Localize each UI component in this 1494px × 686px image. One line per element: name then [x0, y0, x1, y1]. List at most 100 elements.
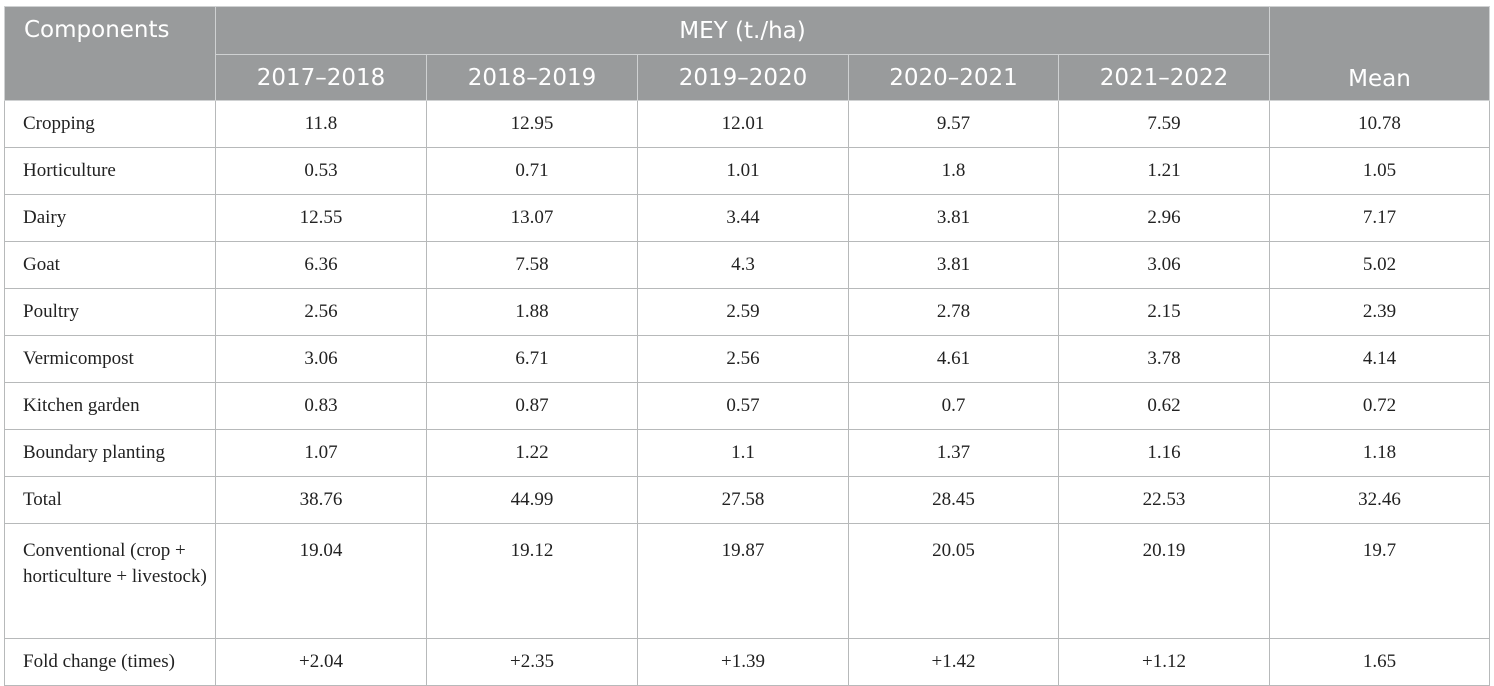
value-cell: 1.88	[426, 288, 638, 336]
value-cell: 28.45	[848, 476, 1059, 524]
row-label: Vermicompost	[4, 335, 216, 383]
value-cell: 13.07	[426, 194, 638, 242]
row-label: Poultry	[4, 288, 216, 336]
table-row: Total 38.76 44.99 27.58 28.45 22.53 32.46	[4, 476, 1491, 524]
mean-cell: 10.78	[1269, 100, 1491, 148]
year-header: 2021–2022	[1057, 54, 1271, 101]
value-cell: 12.95	[426, 100, 638, 148]
value-cell: 22.53	[1057, 476, 1271, 524]
value-cell: 2.15	[1057, 288, 1271, 336]
value-cell: 4.61	[848, 335, 1059, 383]
value-cell: 11.8	[215, 100, 427, 148]
value-cell: 0.62	[1057, 382, 1271, 430]
value-cell: 38.76	[215, 476, 427, 524]
value-cell: 0.71	[426, 147, 638, 195]
value-cell: +1.39	[637, 638, 849, 686]
mey-group-header: MEY (t./ha)	[214, 6, 1271, 55]
table-row: Dairy 12.55 13.07 3.44 3.81 2.96 7.17	[4, 194, 1491, 242]
value-cell: 3.81	[848, 241, 1059, 289]
value-cell: 3.78	[1057, 335, 1271, 383]
value-cell: 12.55	[215, 194, 427, 242]
row-label: Total	[4, 476, 216, 524]
value-cell: 3.06	[1057, 241, 1271, 289]
value-cell: 1.07	[215, 429, 427, 477]
table-container: Components MEY (t./ha) Mean 2017–2018 20…	[4, 6, 1491, 686]
value-cell: 19.04	[215, 523, 427, 639]
year-header: 2018–2019	[426, 54, 638, 101]
value-cell: 1.01	[637, 147, 849, 195]
value-cell: 19.87	[637, 523, 849, 639]
value-cell: 1.8	[848, 147, 1059, 195]
value-cell: 2.59	[637, 288, 849, 336]
value-cell: 0.57	[637, 382, 849, 430]
mean-cell: 0.72	[1269, 382, 1491, 430]
row-label: Conventional (crop + horticulture + live…	[4, 523, 216, 639]
value-cell: 2.96	[1057, 194, 1271, 242]
value-cell: 1.16	[1057, 429, 1271, 477]
mean-cell: 32.46	[1269, 476, 1491, 524]
table-row: Kitchen garden 0.83 0.87 0.57 0.7 0.62 0.72	[4, 382, 1491, 430]
value-cell: 4.3	[637, 241, 849, 289]
row-label: Cropping	[4, 100, 216, 148]
row-label: Fold change (times)	[4, 638, 216, 686]
mean-cell: 5.02	[1269, 241, 1491, 289]
mean-cell: 4.14	[1269, 335, 1491, 383]
value-cell: 27.58	[637, 476, 849, 524]
value-cell: 6.71	[426, 335, 638, 383]
row-label: Dairy	[4, 194, 216, 242]
mean-cell: 1.65	[1269, 638, 1491, 686]
value-cell: 7.59	[1057, 100, 1271, 148]
table-row: Goat 6.36 7.58 4.3 3.81 3.06 5.02	[4, 241, 1491, 289]
value-cell: +1.42	[848, 638, 1059, 686]
year-header: 2019–2020	[637, 54, 849, 101]
value-cell: 20.19	[1057, 523, 1271, 639]
table-row: Vermicompost 3.06 6.71 2.56 4.61 3.78 4.14	[4, 335, 1491, 383]
value-cell: +1.12	[1057, 638, 1271, 686]
mey-table: Components MEY (t./ha) Mean 2017–2018 20…	[4, 6, 1491, 686]
value-cell: +2.04	[215, 638, 427, 686]
value-cell: 6.36	[215, 241, 427, 289]
value-cell: 0.83	[215, 382, 427, 430]
components-header: Components	[4, 6, 216, 101]
row-label: Kitchen garden	[4, 382, 216, 430]
value-cell: 3.44	[637, 194, 849, 242]
value-cell: 0.7	[848, 382, 1059, 430]
value-cell: 1.21	[1057, 147, 1271, 195]
value-cell: 0.53	[215, 147, 427, 195]
mean-cell: 2.39	[1269, 288, 1491, 336]
value-cell: 9.57	[848, 100, 1059, 148]
value-cell: 2.78	[848, 288, 1059, 336]
value-cell: 19.12	[426, 523, 638, 639]
value-cell: 12.01	[637, 100, 849, 148]
value-cell: 3.06	[215, 335, 427, 383]
table-row: Conventional (crop + horticulture + live…	[4, 523, 1491, 639]
value-cell: +2.35	[426, 638, 638, 686]
table-body: Cropping 11.8 12.95 12.01 9.57 7.59 10.78 Horti…	[4, 100, 1491, 686]
value-cell: 2.56	[637, 335, 849, 383]
year-header: 2020–2021	[848, 54, 1059, 101]
mean-cell: 1.05	[1269, 147, 1491, 195]
value-cell: 44.99	[426, 476, 638, 524]
value-cell: 7.58	[426, 241, 638, 289]
header-row-years: 2017–2018 2018–2019 2019–2020 2020–2021 …	[5, 54, 1490, 101]
value-cell: 1.37	[848, 429, 1059, 477]
table-row: Boundary planting 1.07 1.22 1.1 1.37 1.16 1.18	[4, 429, 1491, 477]
value-cell: 1.1	[637, 429, 849, 477]
value-cell: 20.05	[848, 523, 1059, 639]
header-row-top: Components MEY (t./ha) Mean	[4, 6, 1491, 101]
table-row: Cropping 11.8 12.95 12.01 9.57 7.59 10.78	[4, 100, 1491, 148]
table-row: Horticulture 0.53 0.71 1.01 1.8 1.21 1.05	[4, 147, 1491, 195]
mean-header: Mean	[1269, 6, 1491, 101]
row-label: Boundary planting	[4, 429, 216, 477]
value-cell: 3.81	[848, 194, 1059, 242]
mean-cell: 19.7	[1269, 523, 1491, 639]
row-label: Horticulture	[4, 147, 216, 195]
table-row: Fold change (times) +2.04 +2.35 +1.39 +1.42 +…	[4, 638, 1491, 686]
value-cell: 2.56	[215, 288, 427, 336]
table-row: Poultry 2.56 1.88 2.59 2.78 2.15 2.39	[4, 288, 1491, 336]
mean-cell: 7.17	[1269, 194, 1491, 242]
value-cell: 1.22	[426, 429, 638, 477]
value-cell: 0.87	[426, 382, 638, 430]
mean-cell: 1.18	[1269, 429, 1491, 477]
year-header: 2017–2018	[215, 54, 427, 101]
